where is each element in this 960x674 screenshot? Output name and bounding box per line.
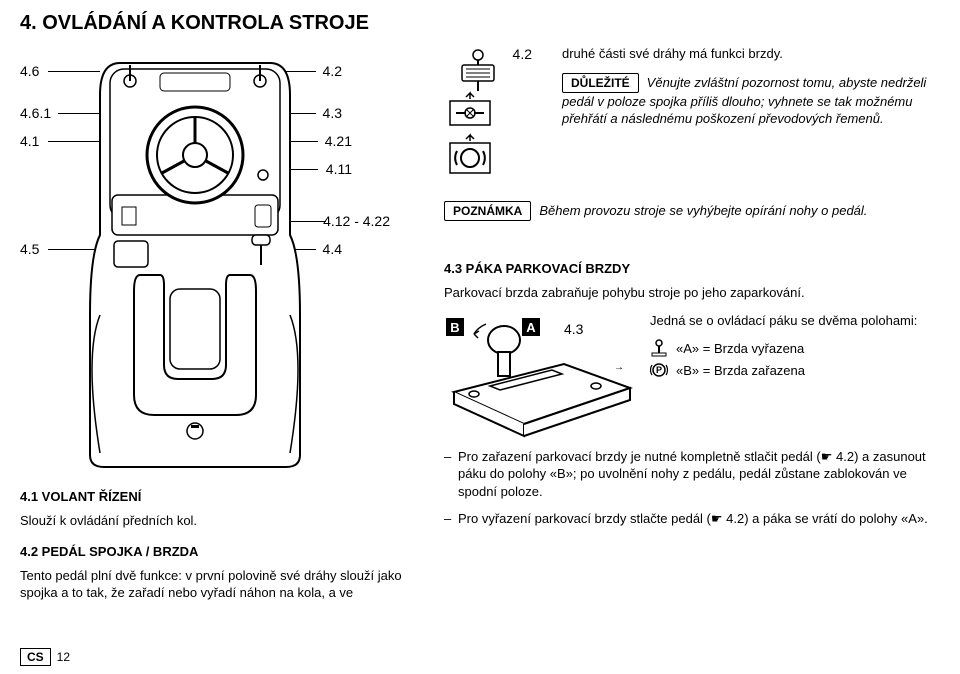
legend-a-text: «A» = Brzda vyřazena [676, 341, 804, 356]
svg-text:A: A [526, 320, 536, 335]
svg-text:→: → [614, 362, 624, 373]
callout-43: 4.3 [323, 105, 342, 121]
heading-42: 4.2 PEDÁL SPOJKA / BRZDA [20, 544, 420, 559]
heading-43: 4.3 PÁKA PARKOVACÍ BRZDY [444, 261, 940, 276]
figlabel-42: 4.2 [513, 46, 533, 62]
machine-top-view [80, 55, 310, 475]
svg-text:B: B [450, 320, 459, 335]
legend-b: P «B» = Brzda zařazena [650, 361, 940, 379]
callout-46: 4.6 [20, 63, 39, 79]
footer-lang: CS [20, 648, 51, 666]
callout-461: 4.6.1 [20, 105, 51, 121]
page-footer: CS 12 [20, 648, 70, 666]
instruction-release: Pro vyřazení parkovací brzdy stlačte ped… [444, 510, 940, 528]
callout-421: 4.21 [325, 133, 352, 149]
svg-text:P: P [656, 365, 662, 375]
pointer-icon: ☛ [821, 449, 833, 464]
badge-note: POZNÁMKA [444, 201, 531, 221]
instruction-engage: Pro zařazení parkovací brzdy je nutné ko… [444, 448, 940, 501]
legend-b-icon: P [650, 361, 668, 379]
parking-lever-diagram: B A 4.3 → [444, 312, 634, 442]
callout-45: 4.5 [20, 241, 39, 257]
pointer-icon: ☛ [711, 511, 723, 526]
para-42: Tento pedál plní dvě funkce: v první pol… [20, 567, 420, 602]
svg-text:4.3: 4.3 [564, 321, 584, 337]
page-title: 4. OVLÁDÁNÍ A KONTROLA STROJE [20, 12, 940, 35]
legend-b-text: «B» = Brzda zařazena [676, 363, 805, 378]
heading-41: 4.1 VOLANT ŘÍZENÍ [20, 489, 420, 504]
badge-important: DŮLEŽITÉ [562, 73, 639, 93]
footer-page: 12 [57, 650, 70, 664]
machine-diagram: 4.6 4.6.1 4.1 4.5 4.2 4.3 4.21 4.11 4.12… [20, 45, 420, 475]
para-43: Parkovací brzda zabraňuje pohybu stroje … [444, 284, 940, 302]
para-important: DŮLEŽITÉVěnujte zvláštní pozornost tomu,… [562, 73, 940, 128]
lever-intro: Jedná se o ovládací páku se dvěma poloha… [650, 312, 940, 330]
para-41: Slouží k ovládání předních kol. [20, 512, 420, 530]
legend-a-icon [650, 339, 668, 357]
callout-44: 4.4 [323, 241, 342, 257]
callout-41222: 4.12 - 4.22 [323, 213, 390, 229]
callout-42-top: 4.2 [323, 63, 342, 79]
text-note: Během provozu stroje se vyhýbejte opírán… [539, 203, 867, 218]
para-note: POZNÁMKA Během provozu stroje se vyhýbejt… [444, 201, 940, 221]
legend-a: «A» = Brzda vyřazena [650, 339, 940, 357]
callout-411: 4.11 [326, 161, 352, 177]
para-brake-function: druhé části své dráhy má funkci brzdy. [562, 45, 940, 63]
pedal-control-icon: 4.2 [444, 45, 544, 185]
callout-41: 4.1 [20, 133, 39, 149]
